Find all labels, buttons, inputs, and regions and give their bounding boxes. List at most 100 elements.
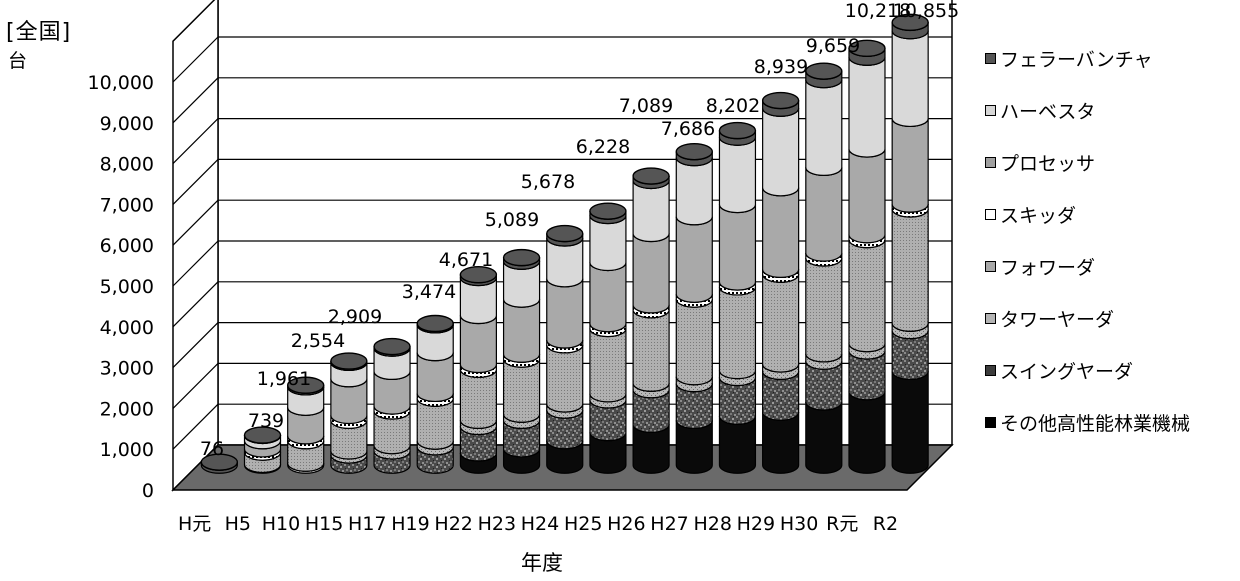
x-tick-label: H29: [737, 513, 775, 535]
bar-stack: [632, 167, 670, 474]
side-wall: [172, 0, 219, 492]
legend-item: プロセッサ: [985, 149, 1095, 175]
legend-swatch: [985, 364, 996, 376]
bar-stack: [416, 314, 454, 474]
x-tick-label: R元: [826, 513, 858, 535]
bar-segment: [589, 328, 627, 403]
bar-segment: [848, 239, 886, 353]
legend-item: フォワーダ: [985, 253, 1095, 279]
bar-segment: [848, 391, 886, 474]
gridline-side: [172, 118, 219, 165]
bar-stack: [805, 62, 843, 474]
bar-segment: [762, 274, 800, 373]
bar-stack: [373, 337, 411, 474]
x-tick-label: H28: [693, 513, 731, 535]
legend-swatch: [985, 52, 996, 64]
y-tick-label: 6,000: [100, 235, 154, 257]
y-unit-label: 台: [8, 50, 28, 72]
bar-stack: [200, 453, 239, 474]
bar-stack: [502, 248, 541, 474]
legend-label: フォワーダ: [1000, 256, 1096, 279]
x-tick-label: H27: [650, 513, 688, 535]
bar-top-cap: [243, 426, 282, 444]
legend-label: ハーベスタ: [1000, 100, 1096, 123]
y-tick-label: 5,000: [100, 276, 154, 298]
bar-top-cap: [718, 121, 757, 140]
bar-stack: [546, 224, 584, 474]
bar-total-label: 3,474: [402, 281, 456, 303]
bar-segment: [891, 371, 929, 474]
legend-item: タワーヤーダ: [985, 305, 1114, 331]
bar-segment: [675, 216, 713, 303]
bar-top-cap: [546, 224, 584, 243]
x-tick-label: H5: [225, 513, 251, 535]
x-tick-label: H24: [521, 513, 559, 535]
bar-top-cap: [416, 314, 454, 333]
bar-stack: [848, 39, 886, 474]
legend-item: フェラーバンチャ: [985, 45, 1153, 71]
bar-stack: [330, 352, 368, 474]
y-tick-label: 8,000: [100, 154, 154, 176]
bar-segment: [848, 57, 886, 158]
bar-segment: [891, 118, 929, 213]
bar-segment: [632, 233, 670, 314]
y-tick-label: 1,000: [100, 439, 154, 461]
bar-segment: [805, 401, 843, 474]
bar-total-label: 5,089: [485, 209, 539, 231]
gridline-side: [172, 240, 219, 287]
bar-segment: [805, 79, 843, 177]
gridline-side: [172, 281, 219, 328]
unit-region-label: [全国]: [6, 20, 72, 45]
bar-segment: [675, 299, 713, 386]
y-tick-label: 9,000: [100, 113, 154, 135]
bar-segment: [546, 344, 584, 413]
bar-top-cap: [891, 13, 929, 32]
gridline-side: [172, 36, 219, 83]
bar-stack: [675, 142, 713, 474]
bar-segment: [848, 148, 886, 244]
bar-segment: [805, 167, 843, 262]
bar-top-cap: [459, 265, 498, 284]
bar-total-label: 9,659: [806, 35, 860, 57]
bar-total-label: 2,554: [291, 330, 345, 352]
bar-top-cap: [632, 167, 670, 185]
bar-total-label: 7,686: [661, 118, 715, 140]
bar-total-label: 10,218: [845, 0, 911, 22]
bar-segment: [718, 137, 757, 214]
x-tick-label: H22: [434, 513, 472, 535]
bar-segment: [632, 180, 670, 243]
bar-segment: [718, 204, 757, 291]
legend-swatch: [985, 156, 996, 168]
x-axis-title: 年度: [521, 551, 563, 575]
legend-item: スキッダ: [985, 201, 1076, 227]
legend-swatch: [985, 312, 996, 324]
legend-item: その他高性能林業機械: [985, 409, 1190, 435]
legend-label: プロセッサ: [1000, 152, 1096, 175]
bar-top-cap: [330, 352, 368, 370]
bar-total-label: 739: [248, 410, 284, 432]
legend-swatch: [985, 208, 996, 220]
bar-total-label: 76: [200, 438, 224, 460]
bar-segment: [891, 30, 929, 128]
bar-total-label: 7,089: [619, 95, 673, 117]
x-tick-label: H30: [780, 513, 818, 535]
legend-label: タワーヤーダ: [1000, 308, 1115, 331]
bar-top-cap: [502, 248, 541, 267]
bar-segment: [459, 369, 497, 429]
legend-swatch: [985, 416, 996, 428]
bar-stack: [286, 376, 325, 474]
bar-segment: [805, 257, 843, 363]
gridline-side: [172, 403, 219, 450]
x-tick-label: H23: [478, 513, 516, 535]
legend-label: スキッダ: [1000, 204, 1077, 227]
y-tick-label: 4,000: [100, 317, 154, 339]
bar-segment: [546, 278, 584, 349]
gridline-side: [172, 199, 219, 246]
bar-segment: [718, 286, 757, 380]
legend-label: フェラーバンチャ: [1000, 48, 1153, 71]
legend-item: スイングヤーダ: [985, 357, 1133, 383]
x-tick-label: H17: [348, 513, 386, 535]
y-tick-label: 7,000: [100, 194, 154, 216]
bar-segment: [675, 157, 713, 226]
